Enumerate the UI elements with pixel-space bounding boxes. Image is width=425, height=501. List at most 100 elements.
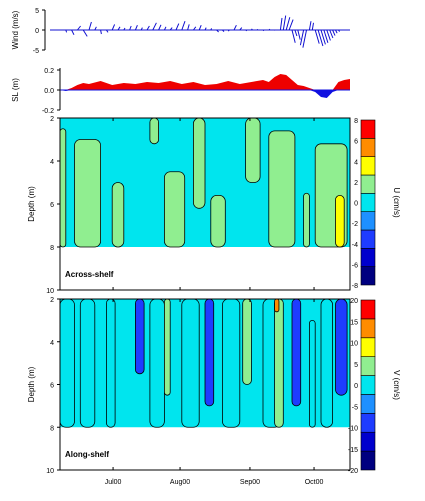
- wind-stick: [332, 29, 336, 36]
- wind-stick: [285, 17, 291, 31]
- across-shelf-band: [163, 171, 186, 248]
- across-shelf-y-tick-label: 8: [50, 245, 54, 252]
- time-axis: Jul00 Aug00 Sep00 Oct00: [105, 479, 324, 486]
- along-shelf-y-tick-label: 4: [50, 340, 54, 347]
- sl-y-tick-label: -0.2: [42, 108, 54, 115]
- wind-stick: [192, 26, 197, 31]
- along-shelf-colorbar-swatch: [360, 318, 376, 339]
- wind-stick: [77, 25, 81, 31]
- across-shelf-colorbar-tick-label: -2: [352, 221, 358, 228]
- across-shelf-colorbar-tick-label: 0: [354, 201, 358, 208]
- across-shelf-colorbar-swatch: [360, 266, 376, 286]
- along-shelf-band: [335, 298, 348, 396]
- wind-stick: [302, 29, 307, 48]
- along-shelf-colorbar-tick-label: 20: [350, 298, 358, 305]
- wind-stick: [288, 19, 294, 31]
- along-shelf-band: [320, 298, 333, 428]
- across-shelf-y-tick-label: 2: [50, 116, 54, 123]
- along-shelf-band: [79, 298, 96, 428]
- wind-stick: [329, 29, 334, 39]
- wind-stick: [227, 29, 230, 32]
- wind-stick: [335, 29, 338, 34]
- time-axis-tick-label: Jul00: [105, 479, 122, 486]
- across-shelf-colorbar-swatch: [360, 211, 376, 231]
- along-shelf-colorbar-swatch: [360, 337, 376, 357]
- along-shelf-y-axis-label: Depth (m): [27, 366, 36, 402]
- along-shelf-band: [59, 298, 75, 428]
- across-shelf-band: [59, 128, 67, 248]
- wind-stick: [308, 21, 312, 31]
- across-shelf-colorbar-label: U (cm/s): [392, 187, 401, 218]
- wind-stick: [239, 27, 243, 31]
- across-shelf-y-tick-label: 6: [50, 202, 54, 209]
- across-shelf-panel: 2 4 6 8 10 Depth (m) Across-shelf 8 6 4 2 0 -2 -4 -6 -8…: [27, 116, 401, 295]
- wind-y-tick-label: -5: [33, 48, 39, 55]
- wind-stick: [299, 29, 305, 46]
- along-shelf-colorbar-swatch: [360, 356, 376, 376]
- along-shelf-y-tick-label: 2: [50, 297, 54, 304]
- across-shelf-colorbar-swatch: [360, 193, 376, 212]
- along-shelf-colorbar-swatch: [360, 394, 376, 414]
- wind-stick: [123, 27, 126, 31]
- time-axis-tick-label: Sep00: [240, 479, 260, 486]
- wind-stick: [233, 24, 237, 31]
- wind-stick: [216, 29, 219, 33]
- across-shelf-panel-label: Across-shelf: [65, 270, 114, 279]
- wind-stick: [314, 29, 320, 44]
- wind-y-axis-label: Wind (m/s): [11, 10, 20, 49]
- across-shelf-colorbar-swatch: [360, 119, 376, 139]
- along-shelf-band: [242, 298, 252, 385]
- along-shelf-colorbar-tick-label: -5: [352, 404, 358, 411]
- across-shelf-colorbar-tick-label: -8: [352, 283, 358, 290]
- across-shelf-colorbar-tick-label: 8: [354, 118, 358, 125]
- along-shelf-colorbar-tick-label: -15: [348, 447, 358, 454]
- along-shelf-colorbar-swatch: [360, 431, 376, 452]
- along-shelf-colorbar-tick-label: -20: [348, 468, 358, 475]
- across-shelf-colorbar-tick-label: 6: [354, 139, 358, 146]
- wind-stick: [71, 29, 75, 36]
- along-shelf-band: [134, 298, 145, 375]
- time-axis-tick-label: Oct00: [305, 479, 324, 486]
- along-shelf-colorbar-tick-label: 10: [350, 341, 358, 348]
- along-shelf-colorbar-swatch: [360, 450, 376, 471]
- along-shelf-panel-label: Along-shelf: [65, 450, 109, 459]
- across-shelf-band: [149, 117, 159, 145]
- across-shelf-band: [74, 139, 102, 248]
- wind-stick: [94, 26, 97, 31]
- sl-negative-area: [60, 90, 350, 98]
- along-shelf-band: [221, 298, 241, 428]
- wind-stick: [152, 22, 157, 31]
- wind-stick: [65, 29, 68, 33]
- along-shelf-band: [181, 298, 200, 428]
- sl-y-axis-label: SL (m): [11, 78, 20, 102]
- wind-stick: [146, 25, 150, 31]
- wind-stick: [210, 28, 213, 31]
- along-shelf-band: [106, 298, 116, 428]
- along-shelf-colorbar-swatch: [360, 375, 376, 395]
- along-shelf-band: [204, 298, 215, 407]
- wind-y-tick-label: 5: [35, 8, 39, 15]
- across-shelf-band: [335, 194, 345, 248]
- wind-stick: [198, 25, 202, 31]
- sl-y-tick-label: 0.0: [44, 88, 54, 95]
- wind-stick: [100, 29, 102, 35]
- time-axis-tick-label: Aug00: [170, 479, 190, 486]
- wind-stick: [88, 21, 92, 31]
- wind-stick: [117, 26, 121, 31]
- wind-panel: -5 0 5 Wind (m/s): [11, 8, 350, 55]
- wind-stick: [158, 24, 162, 31]
- along-shelf-band: [308, 319, 316, 428]
- along-shelf-y-tick-label: 10: [46, 468, 54, 475]
- wind-stick: [262, 29, 265, 32]
- wind-stick: [297, 29, 301, 40]
- wind-stick: [326, 29, 331, 41]
- along-shelf-colorbar-label: V (cm/s): [392, 370, 401, 400]
- wind-stick: [222, 29, 225, 32]
- across-shelf-colorbar-tick-label: 2: [354, 180, 358, 187]
- wind-stick: [311, 22, 314, 31]
- across-shelf-colorbar-tick-label: -4: [352, 242, 358, 249]
- wind-stick: [181, 21, 186, 31]
- across-shelf-band: [268, 130, 296, 248]
- sea-level-panel: -0.2 0.0 0.2 SL (m): [11, 68, 350, 115]
- wind-stick: [294, 29, 298, 37]
